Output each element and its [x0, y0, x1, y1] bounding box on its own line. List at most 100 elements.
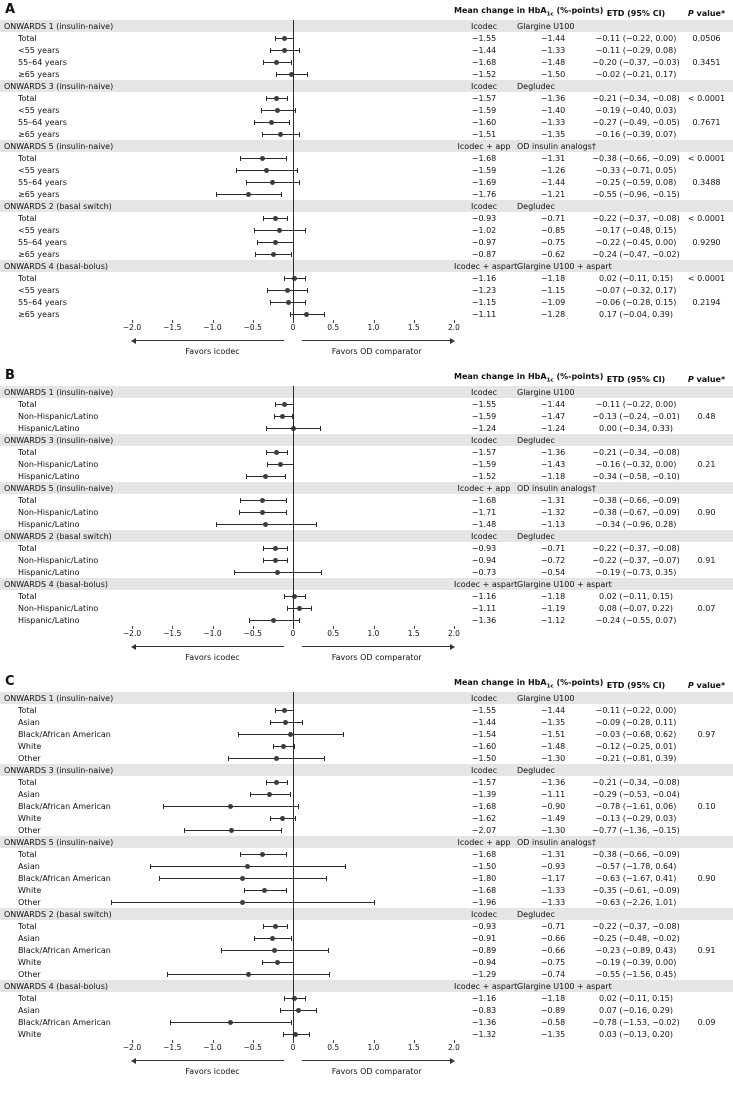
forest-row: 55–64 years −0.97 −0.75 −0.22 (−0.45, 0.00)… [0, 236, 733, 248]
right-arrow-line [301, 1060, 452, 1061]
point-estimate-marker [273, 95, 279, 101]
icodec-value: −1.68 [471, 885, 497, 895]
ci-cap-high [291, 1019, 293, 1025]
group-header-row: ONWARDS 3 (insulin-naive) Icodec Degludec [0, 434, 733, 446]
panel-a: A Mean change in HbA1c (%-points) ETD (95%… [0, 2, 733, 358]
ci-cap-low [276, 71, 278, 77]
icodec-value: −2.07 [471, 825, 497, 835]
etd-value: −0.20 (−0.37, −0.03) [592, 57, 680, 67]
etd-value: −0.13 (−0.29, 0.03) [595, 813, 677, 823]
point-estimate-marker [292, 593, 298, 599]
plot-cell [132, 776, 454, 788]
comparator-value: −0.71 [540, 543, 566, 553]
forest-row: Asian −0.83 −0.89 0.07 (−0.16, 0.29) [0, 1004, 733, 1016]
plot-cell [132, 932, 454, 944]
ci-cap-low [269, 815, 271, 821]
point-estimate-marker [273, 449, 279, 455]
row-label: Black/African American [18, 873, 111, 883]
etd-value: −0.06 (−0.28, 0.15) [595, 297, 677, 307]
point-estimate-marker [304, 311, 310, 317]
etd-value: −0.57 (−1.78, 0.64) [595, 861, 677, 871]
row-label: White [18, 741, 42, 751]
ci-cap-high [286, 95, 288, 101]
ci-cap-low [275, 35, 277, 41]
forest-row: Total −0.93 −0.71 −0.22 (−0.37, −0.08) [0, 920, 733, 932]
point-estimate-marker [288, 731, 294, 737]
axis-tick-label: −0.5 [243, 323, 262, 332]
forest-row: Total −1.57 −1.36 −0.21 (−0.34, −0.08) [0, 776, 733, 788]
row-label: 55–64 years [18, 297, 67, 307]
axis-tick-label: 1.5 [407, 323, 420, 332]
axis-tick-label: 2.0 [448, 1043, 460, 1052]
axis-tick-label: 0.5 [327, 629, 340, 638]
point-estimate-marker [292, 275, 298, 281]
plot-cell [132, 554, 454, 566]
ci-cap-low [243, 887, 245, 893]
etd-value: 0.08 (−0.07, 0.22) [598, 603, 673, 613]
ci-cap-low [265, 779, 267, 785]
icodec-value: −1.50 [471, 753, 497, 763]
etd-value: −0.11 (−0.22, 0.00) [595, 399, 677, 409]
comparator-value: −1.18 [540, 471, 566, 481]
forest-row: ≥65 years −1.11 −1.28 0.17 (−0.04, 0.39) [0, 308, 733, 320]
forest-row: Total −0.93 −0.71 −0.22 (−0.37, −0.08) [0, 542, 733, 554]
etd-value: −0.35 (−0.61, −0.09) [592, 885, 680, 895]
plot-cell [132, 944, 454, 956]
forest-rows: ONWARDS 1 (insulin-naive) Icodec Glargine … [0, 20, 733, 320]
icodec-value: −1.57 [471, 777, 497, 787]
ci-cap-low [263, 557, 265, 563]
row-label: Total [18, 993, 37, 1003]
ci-cap-low [275, 401, 277, 407]
ci-cap-low [163, 803, 165, 809]
arm1-name: Icodec [470, 21, 498, 31]
icodec-value: −1.54 [471, 729, 497, 739]
zero-reference-line [293, 692, 294, 1040]
favors-comparator-label: Favors OD comparator [331, 347, 422, 356]
zero-reference-line [293, 20, 294, 320]
ci-cap-high [305, 275, 307, 281]
ci-cap-low [284, 995, 286, 1001]
ci-cap-high [319, 425, 321, 431]
point-estimate-marker [280, 413, 286, 419]
icodec-value: −1.59 [471, 459, 497, 469]
group-header-row: ONWARDS 1 (insulin-naive) Icodec Glargine … [0, 692, 733, 704]
arm2-name: Degludec [517, 201, 555, 211]
x-axis: −2.0 −1.5 −1.0 −0.5 0 0.5 1.0 1.5 2.0 [123, 1040, 460, 1054]
plot-cell [132, 1004, 454, 1016]
row-label: Total [18, 33, 37, 43]
row-label: Asian [18, 717, 40, 727]
row-label: <55 years [18, 225, 60, 235]
p-value-header: P value* [687, 9, 726, 18]
etd-value: 0.02 (−0.11, 0.15) [598, 273, 673, 283]
forest-row: Total −1.68 −1.31 −0.38 (−0.66, −0.09) < 0.0… [0, 152, 733, 164]
panel-b: B Mean change in HbA1c (%-points) ETD (95%… [0, 368, 733, 664]
forest-row: Other −1.29 −0.74 −0.55 (−1.56, 0.45) [0, 968, 733, 980]
icodec-value: −1.59 [471, 105, 497, 115]
etd-value: 0.07 (−0.16, 0.29) [598, 1005, 673, 1015]
icodec-value: −1.02 [471, 225, 497, 235]
ci-cap-high [286, 779, 288, 785]
plot-cell [132, 44, 454, 56]
ci-cap-high [280, 191, 282, 197]
point-estimate-marker [272, 239, 278, 245]
axis-tick [293, 1040, 294, 1043]
ci-cap-high [284, 473, 286, 479]
etd-value: −0.19 (−0.39, 0.00) [595, 957, 677, 967]
etd-value: −0.13 (−0.24, −0.01) [592, 411, 680, 421]
row-label: Asian [18, 861, 40, 871]
comparator-value: −1.43 [540, 459, 566, 469]
comparator-value: −1.44 [540, 399, 566, 409]
header-spacer [132, 5, 454, 18]
axis-tick-label: 0 [290, 1043, 296, 1052]
icodec-value: −1.68 [471, 849, 497, 859]
etd-value: −0.23 (−0.89, 0.43) [595, 945, 677, 955]
point-estimate-marker [267, 791, 273, 797]
forest-row: White −1.62 −1.49 −0.13 (−0.29, 0.03) [0, 812, 733, 824]
forest-row: Total −1.68 −1.31 −0.38 (−0.66, −0.09) [0, 848, 733, 860]
row-label: Non-Hispanic/Latino [18, 459, 99, 469]
forest-row: Total −1.68 −1.31 −0.38 (−0.66, −0.09) [0, 494, 733, 506]
ci-cap-low [263, 923, 265, 929]
point-estimate-marker [273, 779, 279, 785]
comparator-value: −1.24 [540, 423, 566, 433]
etd-value: 0.00 (−0.34, 0.33) [598, 423, 673, 433]
